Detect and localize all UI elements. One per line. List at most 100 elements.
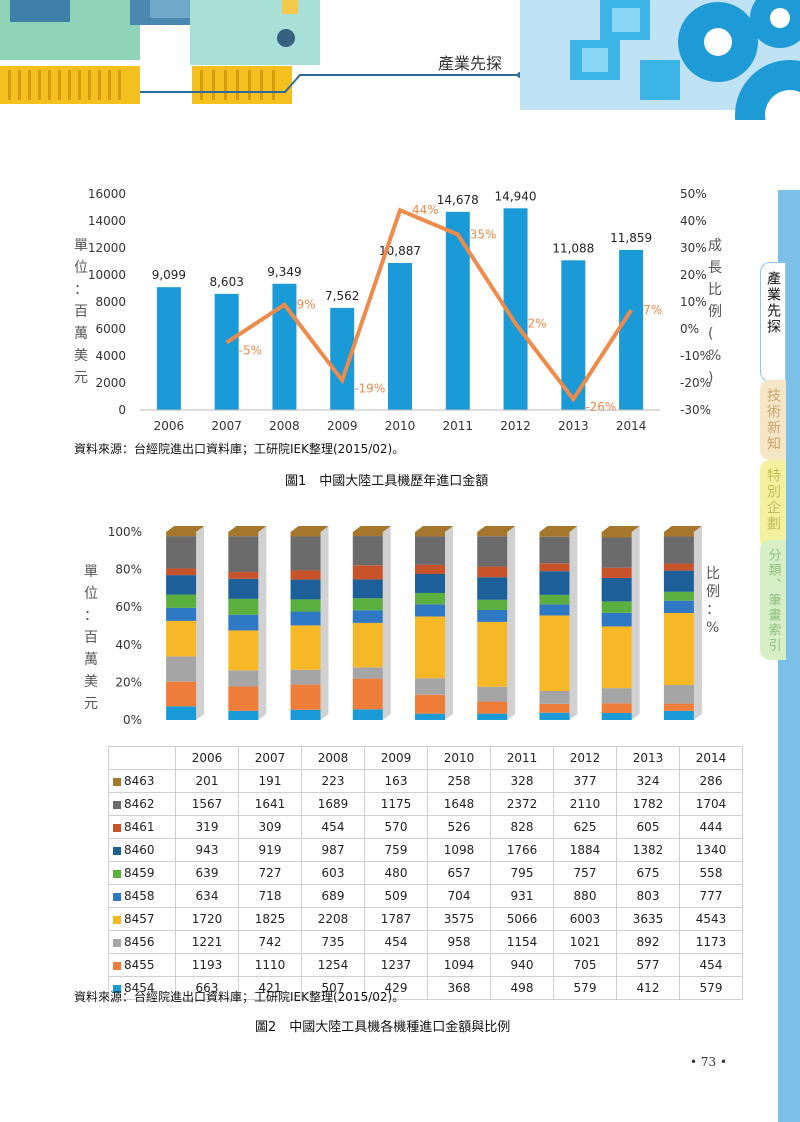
table-cell: 1787 (364, 907, 428, 931)
series-label: 8457 (108, 907, 176, 931)
stacked-segment (663, 536, 694, 564)
x-tick-label: 2012 (500, 419, 531, 433)
table-cell: 940 (490, 953, 554, 977)
stacked-segment (228, 532, 259, 537)
stacked-segment (166, 575, 197, 595)
stacked-segment (290, 536, 321, 571)
table-cell: 958 (427, 930, 491, 954)
table-row: 8462 1567 1641 1689 1175 1648 2372 2110 1782 1704 (108, 792, 743, 816)
bar-side (507, 526, 516, 720)
table-header-cell: 2006 (175, 746, 239, 770)
stacked-segment (228, 670, 259, 687)
y-tick-label: 100% (108, 525, 142, 539)
stacked-segment (290, 684, 321, 710)
bar (388, 263, 412, 410)
table-cell: 1193 (175, 953, 239, 977)
table-cell: 454 (679, 953, 743, 977)
bar-top (290, 526, 329, 532)
y-tick-label: 0% (123, 713, 142, 727)
legend-swatch (113, 800, 121, 809)
bar-value-label: 9,099 (152, 268, 186, 282)
y2-tick-label: 30% (680, 241, 707, 255)
y-tick-label: 8000 (95, 295, 126, 309)
table-cell: 718 (238, 884, 302, 908)
stacked-segment (601, 532, 632, 538)
table-cell: 1110 (238, 953, 302, 977)
figure2-y2label: 比例：% (706, 566, 720, 636)
table-row: 8454 663 421 507 429 368 498 579 412 579 (108, 976, 743, 1000)
table-cell: 1782 (616, 792, 680, 816)
stacked-segment (228, 686, 259, 711)
series-label: 8459 (108, 861, 176, 885)
stacked-segment (539, 604, 570, 616)
table-cell: 368 (427, 976, 491, 1000)
stacked-segment (477, 621, 508, 687)
table-cell: 705 (553, 953, 617, 977)
side-tab-label: 分類、筆畫索引 (765, 548, 781, 653)
stacked-segment (663, 703, 694, 711)
table-cell: 2110 (553, 792, 617, 816)
stacked-segment (477, 701, 508, 714)
bar-top (415, 526, 453, 532)
table-cell: 639 (175, 861, 239, 885)
growth-label: 2% (528, 317, 547, 331)
table-cell: 777 (679, 884, 743, 908)
stacked-segment (415, 564, 445, 575)
table-cell: 919 (238, 838, 302, 862)
side-tab-tech[interactable]: 技術新知 (760, 380, 786, 460)
table-row: 8457 1720 1825 2208 1787 3575 5066 6003 3635 4543 (108, 907, 743, 931)
stacked-segment (415, 678, 445, 695)
growth-label: 44% (412, 203, 439, 217)
stacked-segment (352, 536, 383, 566)
table-cell: 828 (490, 815, 554, 839)
table-cell: 191 (238, 769, 302, 793)
table-header-cell: 2007 (238, 746, 302, 770)
bar-top (601, 526, 640, 532)
stacked-segment (601, 688, 632, 704)
series-label: 8455 (108, 953, 176, 977)
table-cell: 480 (364, 861, 428, 885)
side-tab-industry[interactable]: 產業先探 (760, 262, 786, 382)
table-cell: 1766 (490, 838, 554, 862)
stacked-segment (415, 713, 445, 720)
bar-side (382, 526, 391, 720)
stacked-segment (228, 536, 259, 573)
stacked-segment (228, 572, 259, 579)
side-tab-label: 產業先探 (765, 271, 781, 335)
stacked-segment (290, 570, 321, 580)
bar-value-label: 10,887 (379, 244, 421, 258)
stacked-segment (477, 609, 508, 622)
table-cell: 634 (175, 884, 239, 908)
y2-tick-label: 50% (680, 187, 707, 201)
y2-tick-label: 40% (680, 214, 707, 228)
bar-value-label: 9,349 (267, 265, 301, 279)
table-cell: 625 (553, 815, 617, 839)
table-cell: 987 (301, 838, 365, 862)
stacked-segment (166, 536, 197, 569)
table-cell: 1237 (364, 953, 428, 977)
side-tab-special[interactable]: 特別企劃 (760, 460, 786, 550)
x-tick-label: 2011 (443, 419, 474, 433)
series-label: 8454 (108, 976, 176, 1000)
y-tick-label: 80% (115, 563, 142, 577)
growth-label: 7% (643, 303, 662, 317)
stacked-segment (166, 656, 197, 682)
table-header-cell: 2009 (364, 746, 428, 770)
y-tick-label: 16000 (88, 187, 126, 201)
table-cell: 163 (364, 769, 428, 793)
table-cell: 570 (364, 815, 428, 839)
y-tick-label: 2000 (95, 376, 126, 390)
table-cell: 577 (616, 953, 680, 977)
table-cell: 324 (616, 769, 680, 793)
table-cell: 1641 (238, 792, 302, 816)
series-label: 8463 (108, 769, 176, 793)
table-cell: 657 (427, 861, 491, 885)
table-cell: 3635 (616, 907, 680, 931)
stacked-segment (663, 570, 694, 592)
stacked-segment (415, 532, 445, 537)
bar-side (445, 526, 453, 720)
figure1-chart: 9,099 8,603 9,349 7,562 10,887 14,678 14,940 11… (74, 187, 722, 433)
y-tick-label: 60% (115, 600, 142, 614)
stacked-segment (290, 611, 321, 626)
side-tab-index[interactable]: 分類、筆畫索引 (760, 540, 786, 660)
